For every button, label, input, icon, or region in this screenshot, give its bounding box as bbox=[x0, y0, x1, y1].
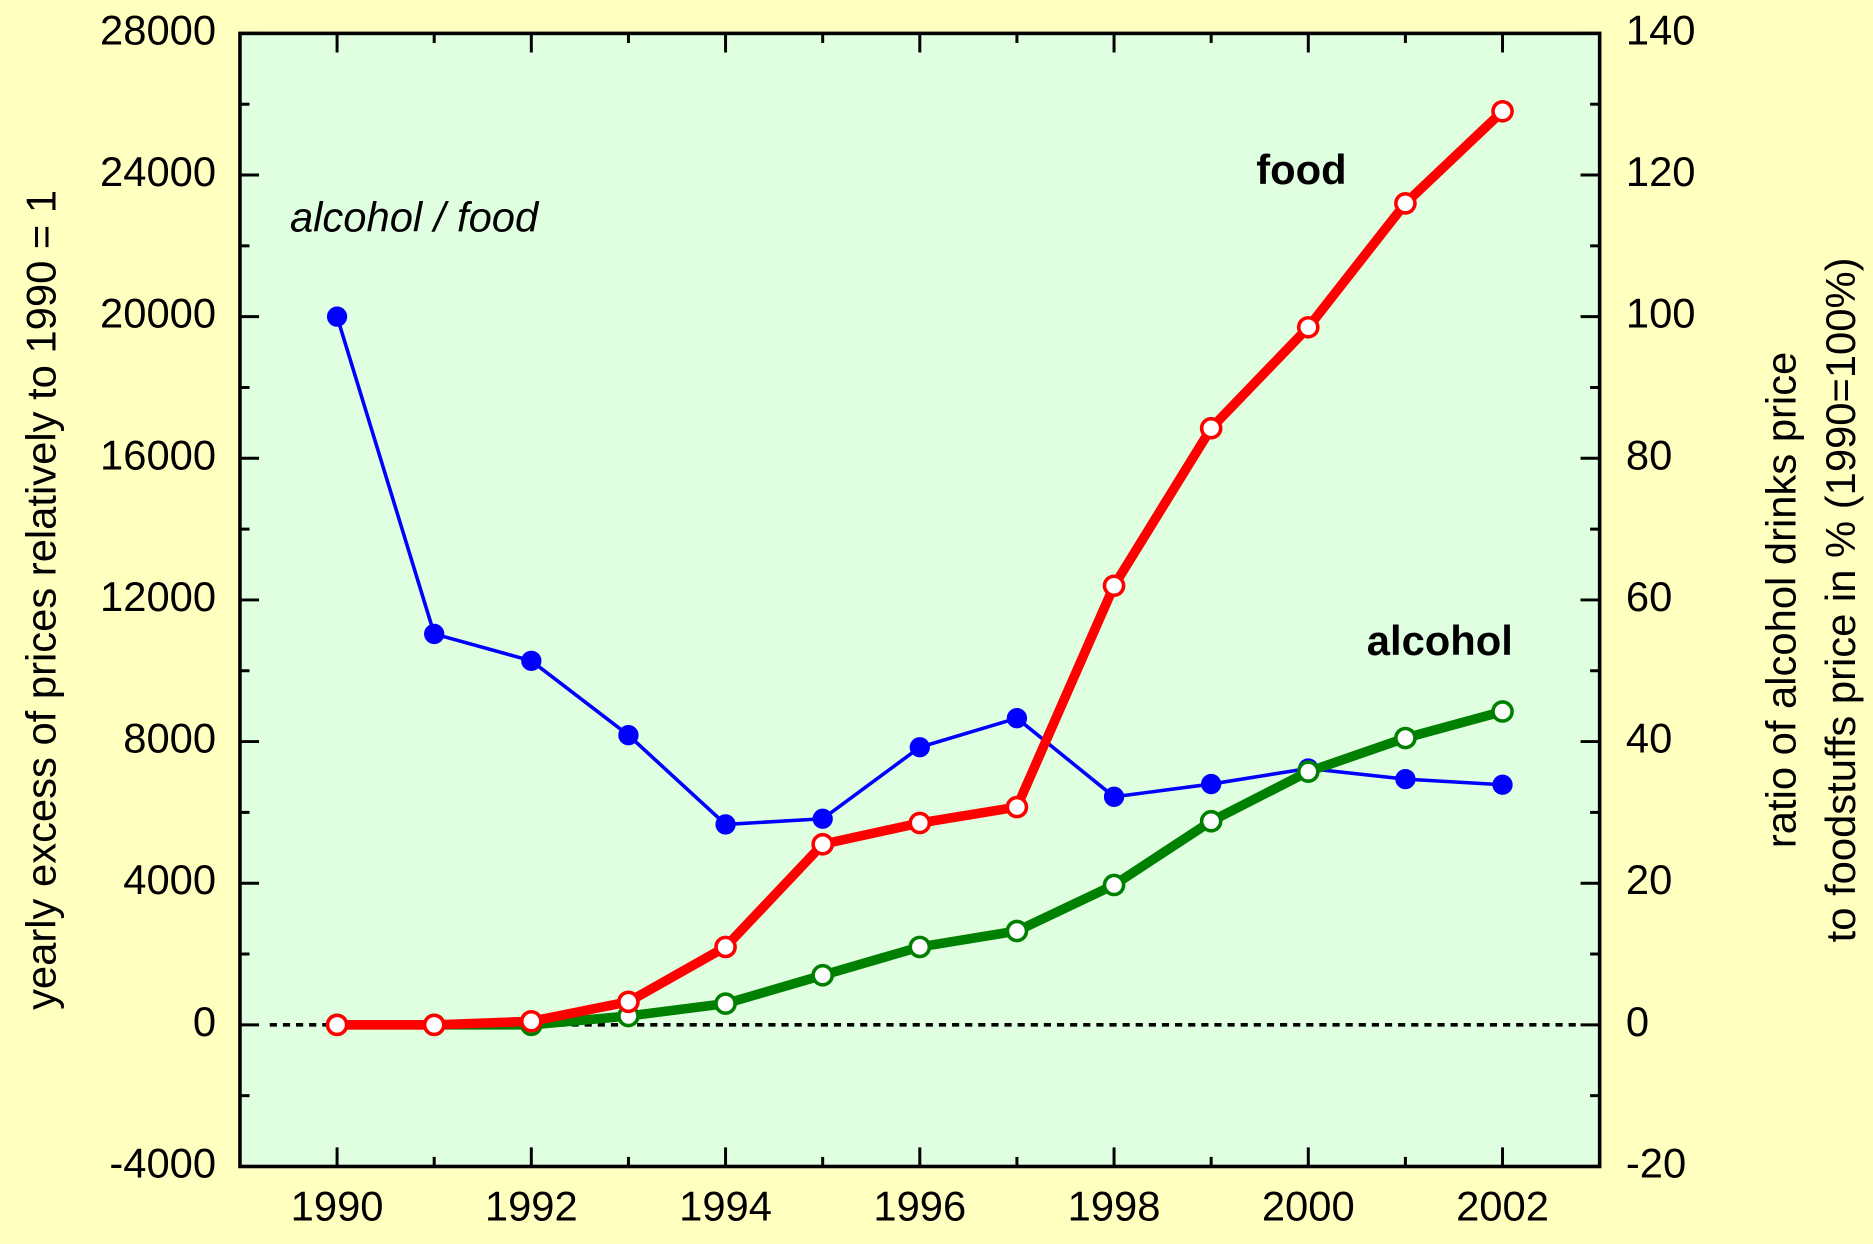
data-point bbox=[1394, 192, 1417, 215]
x-tick-label: 1990 bbox=[291, 1182, 384, 1229]
y2-tick-label: 20 bbox=[1626, 856, 1672, 903]
x-tick-label: 2002 bbox=[1456, 1182, 1549, 1229]
y2-tick-label: 140 bbox=[1626, 6, 1696, 53]
data-point bbox=[519, 1009, 543, 1033]
y2-tick-label: 120 bbox=[1626, 148, 1696, 195]
data-point bbox=[1102, 574, 1126, 598]
data-point bbox=[1199, 416, 1223, 440]
data-point bbox=[1296, 760, 1320, 783]
series-label: alcohol / food bbox=[290, 194, 540, 241]
data-point bbox=[618, 725, 639, 746]
data-point bbox=[1199, 809, 1223, 833]
y-tick-label: -4000 bbox=[109, 1140, 216, 1187]
data-point bbox=[1491, 99, 1514, 123]
data-point bbox=[1296, 315, 1320, 339]
y2-tick-label: 0 bbox=[1626, 998, 1649, 1045]
data-point bbox=[1005, 919, 1029, 943]
y-tick-label: 28000 bbox=[100, 6, 216, 53]
data-point bbox=[908, 811, 932, 835]
y-tick-label: 4000 bbox=[123, 856, 216, 903]
data-point bbox=[326, 306, 348, 327]
data-point bbox=[811, 832, 835, 856]
data-point bbox=[812, 808, 833, 829]
data-point bbox=[715, 814, 736, 835]
data-point bbox=[714, 935, 737, 959]
data-point bbox=[1395, 768, 1416, 790]
data-point bbox=[908, 935, 932, 959]
data-point bbox=[521, 650, 542, 671]
data-point bbox=[1006, 708, 1028, 729]
y-tick-label: 8000 bbox=[123, 715, 216, 762]
y2-tick-label: -20 bbox=[1626, 1140, 1686, 1187]
x-tick-label: 1992 bbox=[485, 1182, 578, 1229]
y2-axis-label: to foodstuffs price in % (1990=100%) bbox=[1817, 258, 1864, 943]
data-point bbox=[1201, 773, 1222, 795]
y-tick-label: 12000 bbox=[100, 573, 216, 620]
y-axis-label: yearly excess of prices relatively to 19… bbox=[17, 190, 64, 1010]
data-point bbox=[617, 990, 640, 1014]
data-point bbox=[811, 963, 835, 987]
x-tick-label: 1998 bbox=[1068, 1182, 1161, 1229]
y2-tick-label: 40 bbox=[1626, 715, 1672, 762]
y-tick-label: 16000 bbox=[100, 431, 216, 478]
y2-axis-label: ratio of alcohol drinks price bbox=[1758, 352, 1805, 848]
plot-area bbox=[239, 33, 1600, 1167]
data-point bbox=[909, 737, 930, 758]
data-point bbox=[714, 992, 737, 1015]
y-tick-label: 0 bbox=[193, 998, 216, 1045]
x-tick-label: 1996 bbox=[873, 1182, 966, 1229]
data-point bbox=[1102, 873, 1126, 897]
data-point bbox=[1394, 726, 1417, 750]
data-point bbox=[1491, 700, 1514, 723]
y2-tick-label: 100 bbox=[1626, 290, 1696, 337]
data-point bbox=[1005, 795, 1029, 819]
series-label: alcohol bbox=[1367, 617, 1513, 664]
y-tick-label: 20000 bbox=[100, 290, 216, 337]
x-tick-label: 2000 bbox=[1262, 1182, 1355, 1229]
data-point bbox=[325, 1013, 349, 1037]
plot-frame bbox=[238, 31, 1602, 1169]
y-tick-label: 24000 bbox=[100, 148, 216, 195]
data-point bbox=[1103, 786, 1125, 807]
series-label: food bbox=[1256, 146, 1346, 193]
y2-tick-label: 60 bbox=[1626, 573, 1672, 620]
data-point bbox=[422, 1013, 446, 1037]
y2-tick-label: 80 bbox=[1626, 431, 1672, 478]
data-point bbox=[1492, 774, 1513, 795]
data-point bbox=[424, 623, 445, 645]
x-tick-label: 1994 bbox=[679, 1182, 772, 1229]
